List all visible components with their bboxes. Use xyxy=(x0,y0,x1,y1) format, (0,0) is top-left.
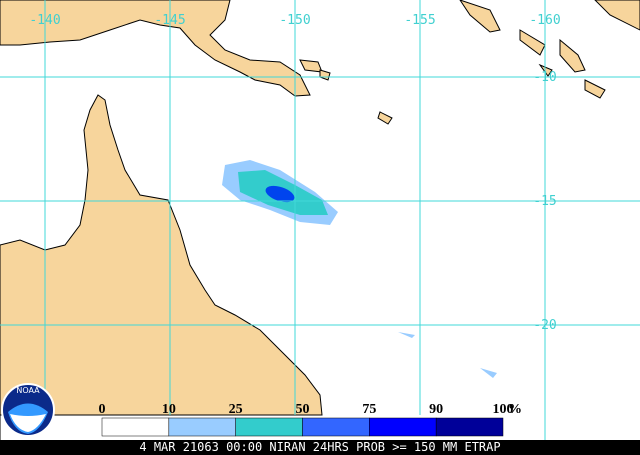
legend-unit: % xyxy=(508,402,522,417)
legend-label: 100 xyxy=(493,402,514,417)
legend-swatch xyxy=(235,417,303,437)
longitude-label: -140 xyxy=(29,13,60,28)
legend-swatch xyxy=(302,417,370,437)
latitude-label: -10 xyxy=(533,70,556,85)
legend-label: 50 xyxy=(296,402,310,417)
logo-text: NOAA xyxy=(16,386,40,395)
legend-label: 25 xyxy=(229,402,243,417)
noaa-logo: NOAA xyxy=(1,383,55,437)
legend-swatch xyxy=(435,417,504,437)
legend: 0 10 25 50 75 90 100% xyxy=(99,402,522,437)
latitude-label: -15 xyxy=(533,194,556,209)
legend-swatch xyxy=(168,417,236,437)
probability-area xyxy=(222,160,497,378)
longitude-label: -150 xyxy=(279,13,310,28)
legend-swatch xyxy=(101,417,170,437)
longitude-labels: -140 -145 -150 -155 -160 xyxy=(29,13,560,28)
legend-swatch xyxy=(369,417,437,437)
legend-label: 0 xyxy=(99,402,106,417)
longitude-label: -145 xyxy=(154,13,185,28)
caption: 4 MAR 21063 00:00 NIRAN 24HRS PROB >= 15… xyxy=(139,440,500,454)
legend-label: 90 xyxy=(429,402,443,417)
longitude-label: -155 xyxy=(404,13,435,28)
latitude-labels: -10 -15 -20 xyxy=(533,70,556,333)
legend-label: 10 xyxy=(162,402,176,417)
legend-label: 75 xyxy=(362,402,376,417)
graticule xyxy=(0,0,640,440)
longitude-label: -160 xyxy=(529,13,560,28)
latitude-label: -20 xyxy=(533,318,556,333)
caption-bar xyxy=(0,440,640,455)
